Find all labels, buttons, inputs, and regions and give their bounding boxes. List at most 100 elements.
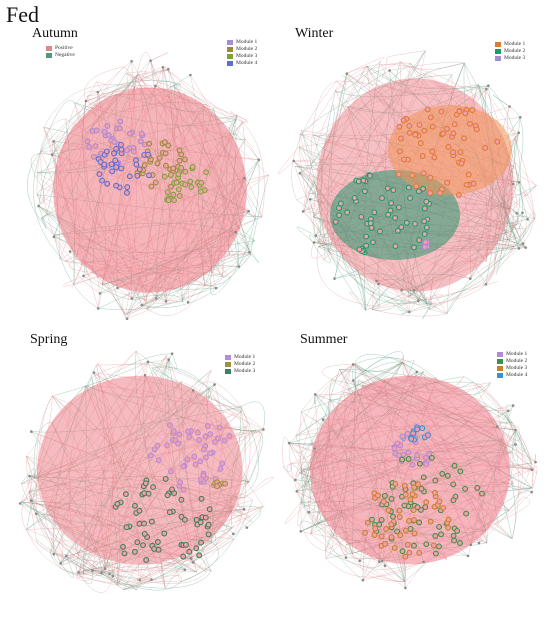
network-node bbox=[356, 246, 363, 253]
network-node bbox=[432, 477, 439, 484]
network-node bbox=[450, 532, 457, 539]
network-node bbox=[154, 539, 161, 545]
network-node bbox=[123, 147, 130, 154]
network-node bbox=[440, 504, 447, 511]
network-node bbox=[245, 526, 249, 529]
network-node bbox=[52, 140, 56, 143]
network-node bbox=[379, 195, 385, 202]
network-edge bbox=[91, 363, 210, 389]
network-node bbox=[426, 451, 432, 458]
network-node bbox=[414, 504, 421, 511]
network-edge bbox=[300, 363, 356, 412]
network-edge bbox=[296, 491, 316, 504]
network-node bbox=[207, 450, 214, 457]
network-edge bbox=[389, 61, 465, 71]
network-node bbox=[420, 474, 427, 481]
network-edge bbox=[446, 243, 524, 314]
legend-label: Module 1 bbox=[506, 351, 528, 357]
network-edge bbox=[21, 456, 33, 503]
network-edge bbox=[302, 104, 334, 212]
network-node bbox=[380, 559, 384, 563]
network-node bbox=[118, 141, 124, 148]
network-node bbox=[412, 220, 418, 227]
network-node bbox=[465, 171, 472, 178]
network-edge bbox=[86, 86, 136, 97]
network-node bbox=[463, 181, 470, 188]
network-node bbox=[388, 534, 395, 541]
network-edge bbox=[352, 357, 403, 381]
network-node bbox=[166, 509, 173, 516]
network-node bbox=[198, 179, 205, 186]
network-edge bbox=[168, 353, 178, 370]
network-node bbox=[391, 445, 398, 452]
network-edge bbox=[463, 376, 532, 464]
network-edge bbox=[119, 571, 212, 589]
network-node bbox=[394, 528, 401, 535]
network-edge bbox=[315, 362, 404, 397]
network-node bbox=[103, 148, 110, 155]
network-node bbox=[397, 135, 404, 142]
network-node bbox=[368, 224, 375, 231]
legend-label: Module 2 bbox=[504, 48, 526, 54]
network-node bbox=[18, 502, 22, 505]
network-edge bbox=[313, 105, 343, 137]
network-node bbox=[406, 129, 413, 136]
network-node bbox=[412, 289, 416, 292]
network-node bbox=[457, 468, 464, 475]
network-node bbox=[152, 179, 159, 186]
network-node bbox=[410, 507, 417, 514]
network-node bbox=[113, 164, 120, 171]
network-edge bbox=[352, 361, 403, 381]
network-edge bbox=[320, 90, 336, 251]
network-node bbox=[454, 527, 461, 534]
network-node bbox=[212, 439, 218, 445]
network-edge bbox=[26, 456, 67, 557]
network-node bbox=[414, 452, 421, 459]
network-node bbox=[360, 177, 367, 184]
network-node bbox=[91, 569, 94, 572]
network-node bbox=[99, 177, 106, 184]
network-edge bbox=[352, 553, 424, 570]
network-node bbox=[50, 153, 54, 156]
network-edge bbox=[313, 394, 316, 405]
network-edge bbox=[470, 262, 495, 279]
network-node bbox=[196, 552, 203, 559]
network-edge bbox=[211, 240, 255, 275]
network-node bbox=[214, 286, 218, 290]
network-node bbox=[111, 574, 115, 578]
network-node bbox=[439, 470, 446, 477]
network-node bbox=[191, 389, 195, 392]
network-node bbox=[221, 437, 228, 444]
network-edge bbox=[318, 246, 432, 304]
module-1-swatch bbox=[495, 42, 501, 47]
network-edge bbox=[97, 61, 132, 93]
network-edge bbox=[515, 429, 525, 453]
network-edge bbox=[208, 388, 242, 407]
network-node bbox=[133, 161, 140, 168]
network-node bbox=[86, 144, 93, 150]
network-edge bbox=[147, 361, 242, 412]
network-edge bbox=[482, 248, 520, 285]
network-node bbox=[204, 423, 211, 429]
module-3-swatch bbox=[225, 369, 231, 374]
network-edge bbox=[334, 50, 426, 279]
network-graph-spring bbox=[18, 351, 274, 593]
network-edge bbox=[78, 566, 185, 573]
network-node bbox=[184, 456, 191, 463]
network-node bbox=[141, 520, 148, 527]
network-node bbox=[517, 247, 521, 250]
network-node bbox=[422, 504, 429, 511]
network-node bbox=[395, 171, 402, 178]
network-node bbox=[125, 317, 129, 320]
network-node bbox=[92, 371, 96, 374]
network-edge bbox=[386, 50, 426, 59]
network-node bbox=[150, 484, 157, 491]
network-node bbox=[401, 482, 408, 489]
network-edge bbox=[300, 502, 364, 581]
network-edge bbox=[236, 406, 259, 497]
network-edge bbox=[181, 381, 247, 427]
network-node bbox=[410, 430, 417, 437]
network-node bbox=[423, 541, 430, 548]
network-node bbox=[314, 234, 317, 237]
network-edge bbox=[150, 52, 169, 61]
